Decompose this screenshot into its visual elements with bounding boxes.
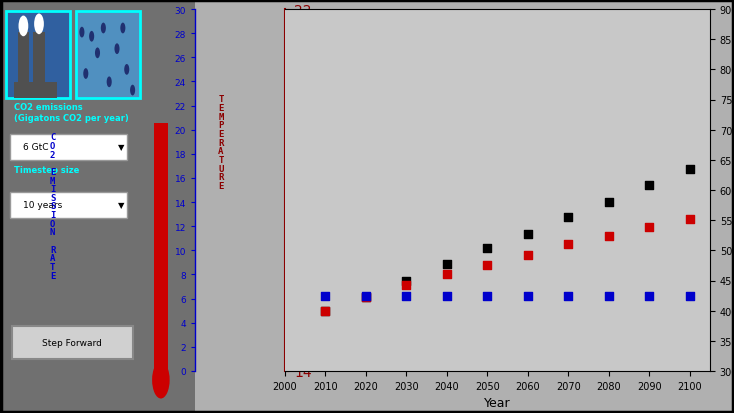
Point — [482, 262, 493, 268]
Point — [319, 308, 331, 315]
Circle shape — [106, 77, 112, 88]
Text: 6 GtC: 6 GtC — [23, 143, 49, 152]
Point — [562, 214, 574, 221]
Point — [441, 261, 453, 268]
Text: C
O
2

E
M
I
S
S
I
O
N

R
A
T
E: C O 2 E M I S S I O N R A T E — [50, 133, 55, 280]
Point — [684, 166, 696, 173]
Point — [441, 271, 453, 278]
Circle shape — [34, 14, 44, 35]
Circle shape — [120, 24, 126, 34]
Text: Step Forward: Step Forward — [43, 338, 102, 347]
Text: Timestep size: Timestep size — [14, 165, 79, 174]
Text: ▼: ▼ — [117, 143, 124, 152]
Circle shape — [18, 17, 29, 37]
Circle shape — [101, 24, 106, 34]
Circle shape — [95, 48, 100, 59]
Circle shape — [79, 28, 84, 38]
Circle shape — [115, 44, 120, 55]
Point — [401, 292, 413, 299]
Bar — [10, 134, 127, 161]
Bar — [12, 326, 133, 359]
Point — [401, 278, 413, 284]
Circle shape — [83, 69, 88, 80]
Point — [603, 199, 614, 206]
Circle shape — [152, 361, 170, 399]
Point — [522, 252, 534, 258]
Text: CO2 emissions
(Gigatons CO2 per year): CO2 emissions (Gigatons CO2 per year) — [14, 103, 128, 123]
Bar — [76, 12, 140, 99]
Point — [319, 308, 331, 314]
Point — [562, 292, 574, 299]
Point — [522, 292, 534, 299]
Point — [319, 292, 331, 299]
Point — [401, 282, 413, 289]
Point — [603, 233, 614, 240]
Circle shape — [89, 32, 94, 43]
Bar — [154, 124, 167, 380]
Circle shape — [124, 65, 129, 76]
Text: 10 years: 10 years — [23, 201, 62, 210]
Point — [562, 242, 574, 248]
Point — [522, 231, 534, 238]
Point — [644, 292, 655, 299]
Point — [684, 292, 696, 299]
Point — [684, 216, 696, 223]
Bar — [6, 12, 70, 99]
Point — [603, 292, 614, 299]
Bar — [18, 33, 29, 91]
Circle shape — [130, 85, 135, 96]
Bar — [14, 83, 57, 99]
Point — [644, 183, 655, 189]
Point — [644, 224, 655, 230]
Point — [441, 292, 453, 299]
Bar — [10, 192, 127, 219]
Point — [482, 245, 493, 252]
Text: ▼: ▼ — [117, 201, 124, 210]
Y-axis label: T
E
M
P
E
R
A
T
U
R
E: T E M P E R A T U R E — [218, 95, 224, 190]
Bar — [33, 33, 45, 83]
Point — [360, 292, 372, 299]
Point — [360, 294, 372, 301]
X-axis label: Year: Year — [484, 396, 511, 409]
Point — [482, 292, 493, 299]
Point — [360, 294, 372, 301]
